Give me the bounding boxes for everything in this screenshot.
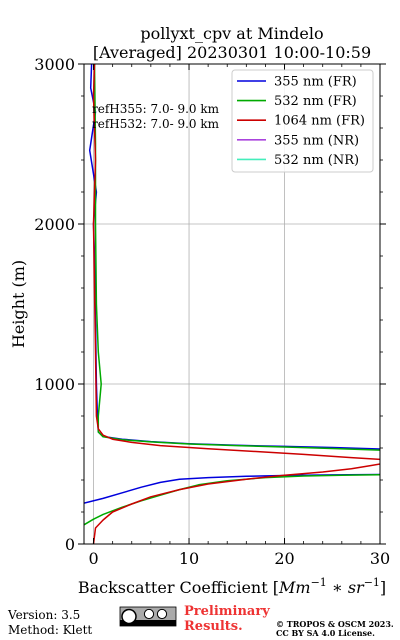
legend-label-4: 532 nm (NR) bbox=[274, 153, 359, 168]
preliminary-text-line1: Preliminary bbox=[184, 604, 270, 619]
chart-legend: 355 nm (FR) 532 nm (FR) 1064 nm (FR) 355 nm… bbox=[231, 69, 374, 173]
y-tick-label-1: 1000 bbox=[34, 375, 75, 394]
version-text: Version: 3.5 bbox=[7, 608, 80, 622]
y-tick-label-0: 0 bbox=[65, 535, 75, 554]
legend-label-2: 1064 nm (FR) bbox=[274, 114, 365, 129]
legend-box bbox=[231, 69, 374, 173]
copyright-line1: © TROPOS & OSCM 2023. bbox=[276, 619, 394, 629]
by-icon bbox=[143, 608, 155, 620]
annotation-refh532: refH532: 7.0- 9.0 km bbox=[92, 117, 220, 131]
annotation-refh355: refH355: 7.0- 9.0 km bbox=[92, 102, 220, 116]
x-axis-label-mid: ∗ bbox=[327, 578, 348, 597]
axis-ticks: 0 10 20 30 0 1000 2000 3000 bbox=[34, 55, 390, 568]
x-tick-label-3: 30 bbox=[370, 549, 390, 568]
cc-icon bbox=[121, 608, 137, 625]
x-axis-label-unit1: Mm bbox=[278, 578, 311, 597]
sa-icon bbox=[156, 608, 168, 620]
x-tick-label-0: 0 bbox=[88, 549, 98, 568]
legend-label-1: 532 nm (FR) bbox=[274, 94, 357, 109]
cc-badge-strip bbox=[120, 620, 176, 626]
chart-title-line1: pollyxt_cpv at Mindelo bbox=[140, 24, 323, 43]
x-axis-label: Backscatter Coefficient [Mm−1 ∗ sr−1] bbox=[78, 576, 386, 597]
y-tick-label-2: 2000 bbox=[34, 215, 75, 234]
y-tick-label-3: 3000 bbox=[34, 55, 75, 74]
legend-label-3: 355 nm (NR) bbox=[274, 133, 359, 148]
series-line-1 bbox=[84, 64, 380, 526]
x-axis-label-suffix: ] bbox=[380, 578, 386, 597]
plot-frame bbox=[83, 63, 381, 545]
legend-label-0: 355 nm (FR) bbox=[274, 75, 357, 90]
cc-license-badge bbox=[119, 606, 177, 627]
x-axis-label-unit2: sr bbox=[348, 578, 365, 597]
x-tick-label-2: 20 bbox=[274, 549, 294, 568]
copyright-line2: CC BY SA 4.0 License. bbox=[276, 628, 375, 638]
preliminary-text-line2: Results. bbox=[184, 619, 243, 634]
x-axis-label-prefix: Backscatter Coefficient [ bbox=[78, 578, 279, 597]
chart-title-line2: [Averaged] 20230301 10:00-10:59 bbox=[93, 43, 371, 62]
x-tick-label-1: 10 bbox=[179, 549, 199, 568]
x-axis-label-sup2: −1 bbox=[364, 576, 380, 589]
series-line-2 bbox=[92, 64, 380, 544]
method-text: Method: Klett bbox=[8, 623, 92, 637]
y-axis-label: Height (m) bbox=[9, 260, 28, 348]
x-axis-label-sup1: −1 bbox=[311, 576, 327, 589]
series-lines bbox=[84, 64, 380, 544]
